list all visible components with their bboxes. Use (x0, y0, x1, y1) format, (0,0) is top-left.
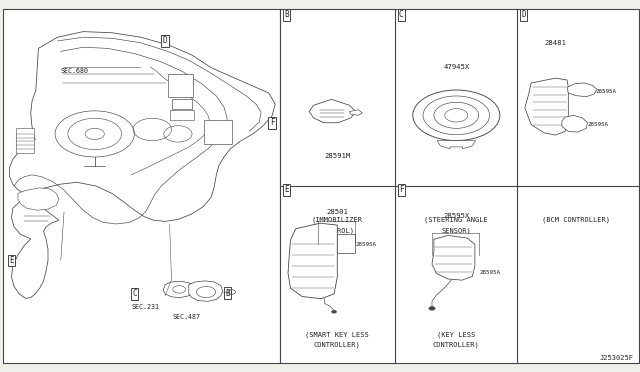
Polygon shape (437, 141, 476, 149)
Text: 28591M: 28591M (324, 153, 351, 159)
Polygon shape (309, 99, 356, 123)
Bar (3, 9, 280, 363)
Text: (IMMOBILIZER: (IMMOBILIZER (312, 216, 363, 223)
Text: SEC.680: SEC.680 (61, 68, 89, 74)
Text: CONTROLLER): CONTROLLER) (314, 342, 361, 349)
Text: SENSOR): SENSOR) (442, 227, 471, 234)
Polygon shape (525, 78, 568, 135)
Text: E: E (9, 256, 14, 265)
Text: B: B (284, 10, 289, 19)
Polygon shape (163, 281, 195, 298)
Text: (SMART KEY LESS: (SMART KEY LESS (305, 331, 369, 338)
Text: D: D (521, 10, 526, 19)
Bar (204, 120, 232, 144)
Text: SEC.487: SEC.487 (173, 314, 201, 320)
Bar (172, 99, 192, 109)
Text: 47945X: 47945X (443, 64, 470, 70)
Text: (BCM CONTROLLER): (BCM CONTROLLER) (542, 216, 610, 223)
Polygon shape (10, 32, 275, 298)
Text: 28501: 28501 (326, 209, 348, 215)
Polygon shape (189, 281, 223, 301)
Text: 28595A: 28595A (356, 242, 377, 247)
Text: CONTROLLER): CONTROLLER) (433, 342, 480, 349)
Text: (STEERING ANGLE: (STEERING ANGLE (424, 216, 488, 223)
Text: F: F (399, 185, 404, 194)
Text: C: C (132, 289, 137, 298)
Circle shape (429, 307, 435, 310)
Text: F: F (269, 118, 275, 127)
Bar (280, 9, 639, 363)
Text: SEC.231: SEC.231 (131, 304, 159, 310)
Bar (170, 110, 194, 120)
Text: 28595X: 28595X (443, 213, 470, 219)
Text: 28595A: 28595A (595, 89, 616, 94)
Polygon shape (18, 188, 59, 210)
Polygon shape (567, 83, 597, 97)
Text: (KEY LESS: (KEY LESS (437, 331, 476, 338)
Polygon shape (349, 110, 362, 115)
Text: 28595A: 28595A (480, 270, 501, 275)
Text: D: D (163, 36, 168, 45)
Bar (168, 74, 193, 97)
Bar (337, 234, 355, 253)
Text: CONTROL): CONTROL) (320, 227, 355, 234)
Bar (16, 128, 34, 153)
Polygon shape (432, 235, 475, 280)
Text: J253025F: J253025F (600, 355, 634, 361)
Text: B: B (225, 289, 230, 298)
Text: E: E (284, 185, 289, 194)
Text: 28595A: 28595A (588, 122, 609, 127)
Circle shape (332, 310, 337, 313)
Polygon shape (562, 115, 588, 132)
Polygon shape (288, 223, 337, 299)
Text: C: C (399, 10, 404, 19)
Text: 28481: 28481 (545, 40, 566, 46)
